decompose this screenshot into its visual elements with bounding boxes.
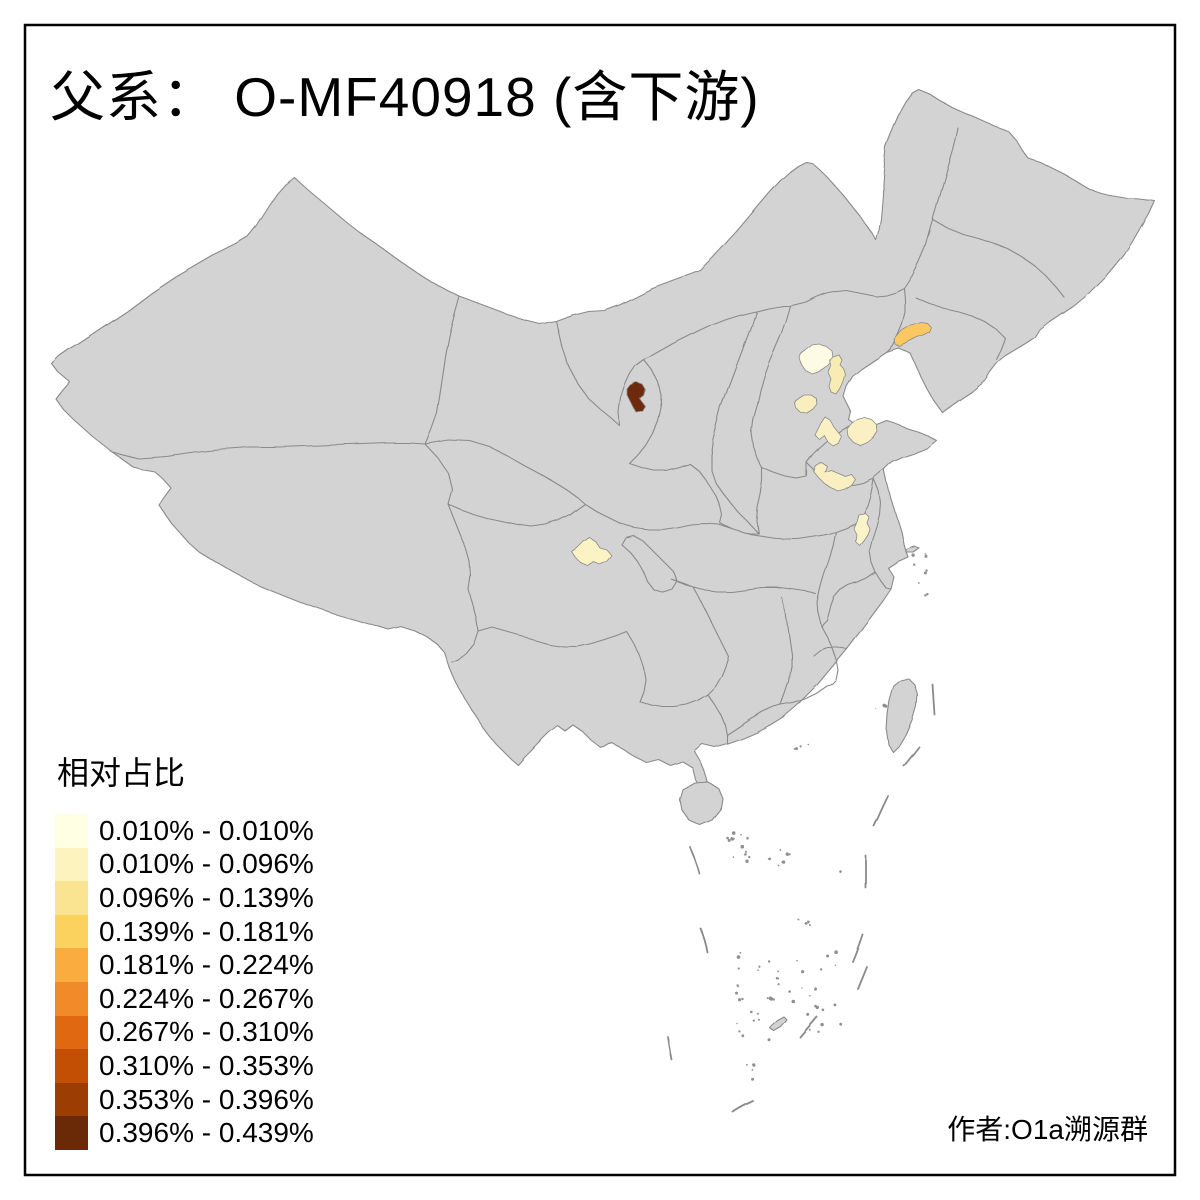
legend-swatch — [55, 948, 88, 982]
legend-swatch — [55, 1015, 88, 1050]
region-ningxia-north — [627, 382, 647, 414]
legend-row: 0.353% - 0.396% — [55, 1082, 314, 1117]
region-jiangsu-north — [852, 511, 870, 546]
legend-row: 0.010% - 0.010% — [55, 814, 314, 848]
legend-label: 0.010% - 0.010% — [99, 814, 314, 846]
legend-row: 0.310% - 0.353% — [55, 1049, 314, 1083]
legend-label: 0.010% - 0.096% — [99, 848, 314, 880]
nine-dash-line — [667, 683, 935, 1113]
legend-label: 0.267% - 0.310% — [99, 1016, 314, 1048]
taiwan-island — [885, 677, 918, 753]
legend-label: 0.224% - 0.267% — [99, 982, 314, 1014]
legend-label: 0.353% - 0.396% — [99, 1083, 314, 1115]
legend-label: 0.181% - 0.224% — [99, 949, 314, 981]
map-layers — [51, 89, 1155, 1113]
legend-swatch — [55, 1049, 88, 1083]
mainland-china — [51, 89, 1155, 790]
legend-swatch — [55, 814, 88, 848]
region-sichuan-chengdu — [571, 537, 613, 567]
legend: 相对占比 0.010% - 0.010% 0.010% - 0.096% 0.0… — [55, 748, 314, 1150]
legend-row: 0.224% - 0.267% — [55, 981, 314, 1016]
legend-row: 0.096% - 0.139% — [55, 881, 314, 915]
region-henan-north — [813, 461, 856, 492]
region-shandong-jinan — [847, 417, 879, 447]
region-hebei-shijiazhuang — [794, 395, 819, 415]
legend-label: 0.139% - 0.181% — [99, 915, 314, 947]
legend-row: 0.010% - 0.096% — [55, 847, 314, 882]
legend-label: 0.396% - 0.439% — [99, 1117, 314, 1149]
legend-row: 0.396% - 0.439% — [55, 1116, 314, 1150]
legend-swatch — [55, 847, 88, 882]
figure-frame — [23, 23, 1177, 1177]
hainan-island — [679, 781, 723, 826]
legend-swatch — [55, 881, 88, 915]
legend-row: 0.267% - 0.310% — [55, 1015, 314, 1050]
legend-row: 0.181% - 0.224% — [55, 948, 314, 982]
legend-swatch — [55, 1116, 88, 1150]
legend-swatch — [55, 914, 88, 949]
legend-swatch — [55, 981, 88, 1016]
nansha-islet — [768, 1015, 787, 1031]
legend-title: 相对占比 — [57, 755, 186, 791]
region-shandong-west — [815, 417, 843, 447]
region-tianjin — [827, 353, 846, 395]
region-beijing — [799, 343, 833, 375]
region-liaoning-coastal — [893, 322, 933, 348]
legend-label: 0.310% - 0.353% — [99, 1049, 314, 1081]
legend-row: 0.139% - 0.181% — [55, 914, 314, 949]
chongming-islet — [905, 545, 920, 553]
sea-islands — [726, 546, 930, 1080]
legend-label: 0.096% - 0.139% — [99, 881, 314, 913]
attribution: 作者:O1a溯源群 — [947, 1114, 1148, 1145]
legend-swatch — [55, 1082, 88, 1117]
figure-title: 父系： O-MF40918 (含下游) — [50, 66, 760, 128]
